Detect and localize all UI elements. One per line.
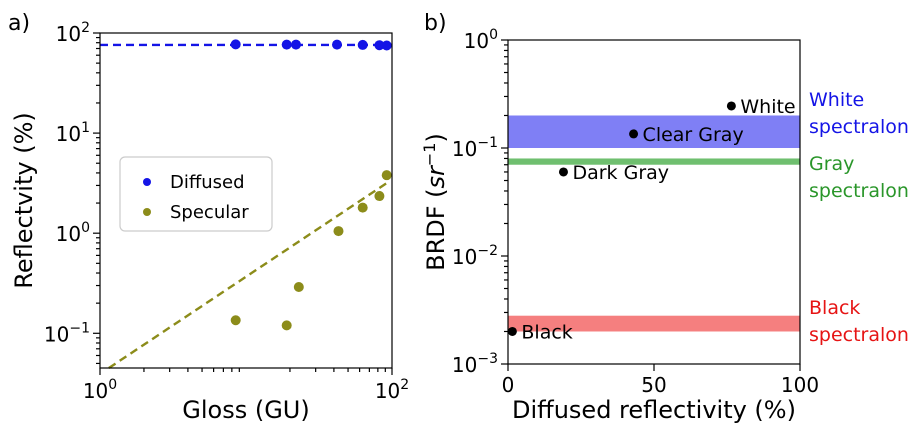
panel-a-plot-frame: [99, 32, 393, 369]
diffused-point: [230, 39, 241, 50]
black-sample-point: [507, 326, 517, 336]
black-spectralon-label-line2: spectralon: [809, 324, 909, 346]
panel-a-y-tick-label: 102: [56, 20, 90, 46]
diffused-point: [381, 40, 392, 51]
panel-b-x-tick-label: 100: [781, 373, 819, 397]
panel-b-y-tick-label: 10−3: [452, 351, 498, 377]
clear-gray-sample-point: [629, 129, 639, 139]
panel-b-x-tick-label: 0: [502, 373, 515, 397]
white-spectralon-label-line2: spectralon: [809, 116, 909, 138]
panel-a-reflectivity-vs-gloss: a) 10−1 100 101 102 100 102 Gloss (GU) Reflec…: [8, 11, 409, 424]
dark-gray-sample-point: [558, 167, 568, 177]
specular-fit-line: [108, 180, 391, 369]
panel-a-x-tick-label: 100: [83, 377, 117, 403]
panel-b-x-axis-label: Diffused reflectivity (%): [512, 396, 796, 424]
panel-b-brdf-vs-reflectivity: b) White Clear Gray Dark Gray Black 10−3 10−…: [420, 11, 909, 424]
specular-point: [374, 191, 385, 202]
white-sample-label: White: [740, 96, 795, 118]
panel-b-y-tick-label: 10−2: [452, 243, 498, 269]
black-spectralon-label-line1: Black: [809, 297, 860, 319]
panel-b-label: b): [424, 11, 447, 36]
panel-a-y-axis-label: Reflectvity (%): [10, 112, 38, 289]
panel-b-y-label-unit: sr: [422, 164, 450, 189]
panel-b-y-label-main: BRDF (: [422, 188, 450, 270]
legend-box: [119, 156, 273, 232]
white-spectralon-label-line1: White: [809, 89, 864, 111]
specular-point: [333, 226, 344, 237]
panel-b-y-tick-label: 10−1: [452, 135, 498, 161]
panel-a-y-tick-label: 10−1: [44, 320, 90, 346]
specular-point: [281, 320, 292, 331]
panel-b-y-label-exp: −1: [420, 142, 439, 166]
black-spectralon-band: [508, 315, 800, 332]
white-sample-point: [726, 101, 736, 111]
panel-a-y-tick-label: 100: [56, 220, 90, 246]
black-sample-label: Black: [521, 321, 572, 343]
panel-a-x-tick-label: 102: [375, 377, 409, 403]
panel-b-x-tick-label: 50: [641, 373, 666, 397]
gray-spectralon-label-line1: Gray: [809, 153, 854, 175]
diffused-point: [281, 39, 292, 50]
diffused-point: [374, 40, 385, 51]
panel-b-plot-frame: [507, 39, 801, 365]
specular-point: [357, 202, 368, 213]
diffused-point: [290, 39, 301, 50]
panel-a-y-tick-label: 101: [56, 120, 90, 146]
panel-b-y-label-close: ): [422, 133, 450, 142]
legend-label-specular: Specular: [170, 202, 249, 223]
gray-spectralon-label-line2: spectralon: [809, 180, 909, 202]
diffused-point: [331, 39, 342, 50]
legend-marker-specular: [143, 208, 151, 216]
legend-label-diffused: Diffused: [170, 172, 245, 193]
legend-marker-diffused: [143, 178, 151, 186]
specular-point: [381, 170, 392, 181]
diffused-point: [357, 39, 368, 50]
white-spectralon-band: [508, 115, 800, 148]
clear-gray-sample-label: Clear Gray: [643, 124, 744, 146]
panel-a-legend: Diffused Specular: [119, 156, 273, 232]
panel-b-y-axis-label: BRDF (sr−1): [420, 133, 450, 271]
panel-a-x-axis-label: Gloss (GU): [182, 396, 309, 424]
panel-b-y-tick-label: 100: [464, 27, 498, 53]
dark-gray-sample-label: Dark Gray: [572, 162, 669, 184]
gray-spectralon-band: [508, 158, 800, 165]
specular-point: [293, 282, 304, 293]
specular-point: [230, 315, 241, 326]
panel-a-label: a): [8, 11, 30, 36]
